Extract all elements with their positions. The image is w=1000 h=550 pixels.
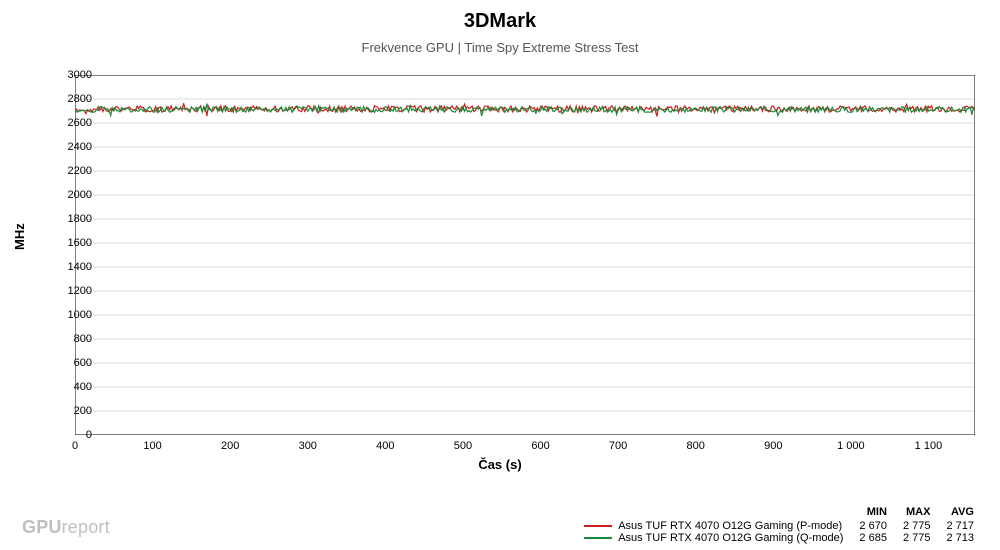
x-tick-label: 900 bbox=[764, 440, 782, 452]
y-tick-label: 2400 bbox=[52, 141, 92, 153]
y-tick-label: 1600 bbox=[52, 237, 92, 249]
legend-avg: 2 717 bbox=[938, 520, 982, 532]
watermark: GPUreport bbox=[22, 517, 110, 538]
x-tick-label: 600 bbox=[531, 440, 549, 452]
y-tick-label: 2200 bbox=[52, 165, 92, 177]
y-tick-label: 600 bbox=[52, 357, 92, 369]
x-tick-label: 100 bbox=[143, 440, 161, 452]
x-tick-label: 200 bbox=[221, 440, 239, 452]
legend-series-name: Asus TUF RTX 4070 O12G Gaming (Q-mode) bbox=[576, 532, 851, 544]
legend-max: 2 775 bbox=[895, 520, 939, 532]
chart-container: 3DMark Frekvence GPU | Time Spy Extreme … bbox=[0, 0, 1000, 550]
y-tick-label: 400 bbox=[52, 381, 92, 393]
chart-title: 3DMark bbox=[0, 10, 1000, 33]
x-tick-label: 0 bbox=[72, 440, 78, 452]
y-tick-label: 1800 bbox=[52, 213, 92, 225]
legend-header-min: MIN bbox=[851, 506, 895, 520]
y-tick-label: 800 bbox=[52, 333, 92, 345]
legend-swatch bbox=[584, 537, 612, 539]
chart-svg bbox=[75, 75, 975, 435]
watermark-light: report bbox=[62, 517, 110, 537]
legend-min: 2 685 bbox=[851, 532, 895, 544]
watermark-bold: GPU bbox=[22, 517, 62, 537]
legend-row: Asus TUF RTX 4070 O12G Gaming (P-mode)2 … bbox=[576, 520, 982, 532]
y-tick-label: 2600 bbox=[52, 117, 92, 129]
chart-subtitle: Frekvence GPU | Time Spy Extreme Stress … bbox=[0, 40, 1000, 55]
y-tick-label: 1400 bbox=[52, 261, 92, 273]
x-tick-label: 700 bbox=[609, 440, 627, 452]
x-axis-label: Čas (s) bbox=[0, 457, 1000, 472]
x-tick-label: 1 100 bbox=[915, 440, 943, 452]
legend-avg: 2 713 bbox=[938, 532, 982, 544]
legend-table: MIN MAX AVG Asus TUF RTX 4070 O12G Gamin… bbox=[576, 506, 982, 544]
y-tick-label: 1000 bbox=[52, 309, 92, 321]
y-tick-label: 200 bbox=[52, 405, 92, 417]
y-tick-label: 1200 bbox=[52, 285, 92, 297]
legend-header-avg: AVG bbox=[938, 506, 982, 520]
y-tick-label: 2800 bbox=[52, 93, 92, 105]
x-tick-label: 300 bbox=[299, 440, 317, 452]
legend: MIN MAX AVG Asus TUF RTX 4070 O12G Gamin… bbox=[576, 506, 982, 544]
x-tick-label: 800 bbox=[687, 440, 705, 452]
legend-max: 2 775 bbox=[895, 532, 939, 544]
x-tick-label: 1 000 bbox=[837, 440, 865, 452]
x-tick-label: 500 bbox=[454, 440, 472, 452]
y-axis-label: MHz bbox=[12, 223, 27, 250]
y-tick-label: 3000 bbox=[52, 69, 92, 81]
y-tick-label: 2000 bbox=[52, 189, 92, 201]
legend-series-name: Asus TUF RTX 4070 O12G Gaming (P-mode) bbox=[576, 520, 851, 532]
legend-swatch bbox=[584, 525, 612, 527]
legend-header-max: MAX bbox=[895, 506, 939, 520]
x-tick-label: 400 bbox=[376, 440, 394, 452]
plot-area bbox=[75, 75, 975, 435]
legend-min: 2 670 bbox=[851, 520, 895, 532]
legend-row: Asus TUF RTX 4070 O12G Gaming (Q-mode)2 … bbox=[576, 532, 982, 544]
